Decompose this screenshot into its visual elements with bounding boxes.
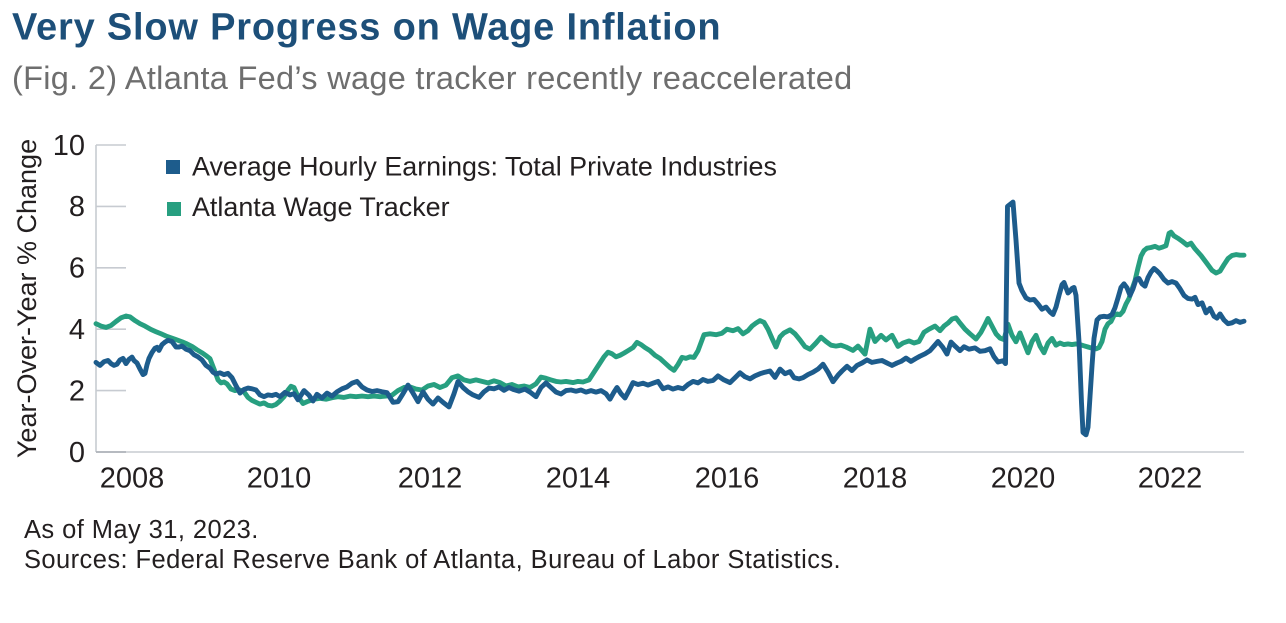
svg-text:4: 4 (69, 314, 85, 346)
svg-text:2018: 2018 (843, 463, 908, 495)
svg-text:2022: 2022 (1138, 463, 1203, 495)
svg-text:Year-Over-Year % Change: Year-Over-Year % Change (12, 139, 42, 458)
svg-text:2010: 2010 (247, 463, 312, 495)
svg-text:2008: 2008 (100, 463, 165, 495)
svg-text:(Fig. 2) Atlanta Fed’s wage tr: (Fig. 2) Atlanta Fed’s wage tracker rece… (12, 60, 853, 96)
svg-text:Average Hourly Earnings: Total: Average Hourly Earnings: Total Private I… (192, 151, 777, 181)
svg-text:Very Slow Progress on Wage Inf: Very Slow Progress on Wage Inflation (12, 7, 721, 49)
svg-text:2016: 2016 (695, 463, 760, 495)
svg-text:Sources: Federal Reserve Bank: Sources: Federal Reserve Bank of Atlanta… (24, 546, 841, 574)
svg-text:As of May 31, 2023.: As of May 31, 2023. (24, 516, 259, 544)
svg-text:6: 6 (69, 253, 85, 285)
svg-text:10: 10 (53, 130, 85, 162)
svg-text:8: 8 (69, 191, 85, 223)
svg-text:2012: 2012 (398, 463, 463, 495)
svg-text:2: 2 (69, 375, 85, 407)
svg-text:0: 0 (69, 437, 85, 469)
svg-text:2020: 2020 (991, 463, 1056, 495)
svg-text:Atlanta Wage Tracker: Atlanta Wage Tracker (192, 192, 450, 222)
svg-text:2014: 2014 (546, 463, 611, 495)
